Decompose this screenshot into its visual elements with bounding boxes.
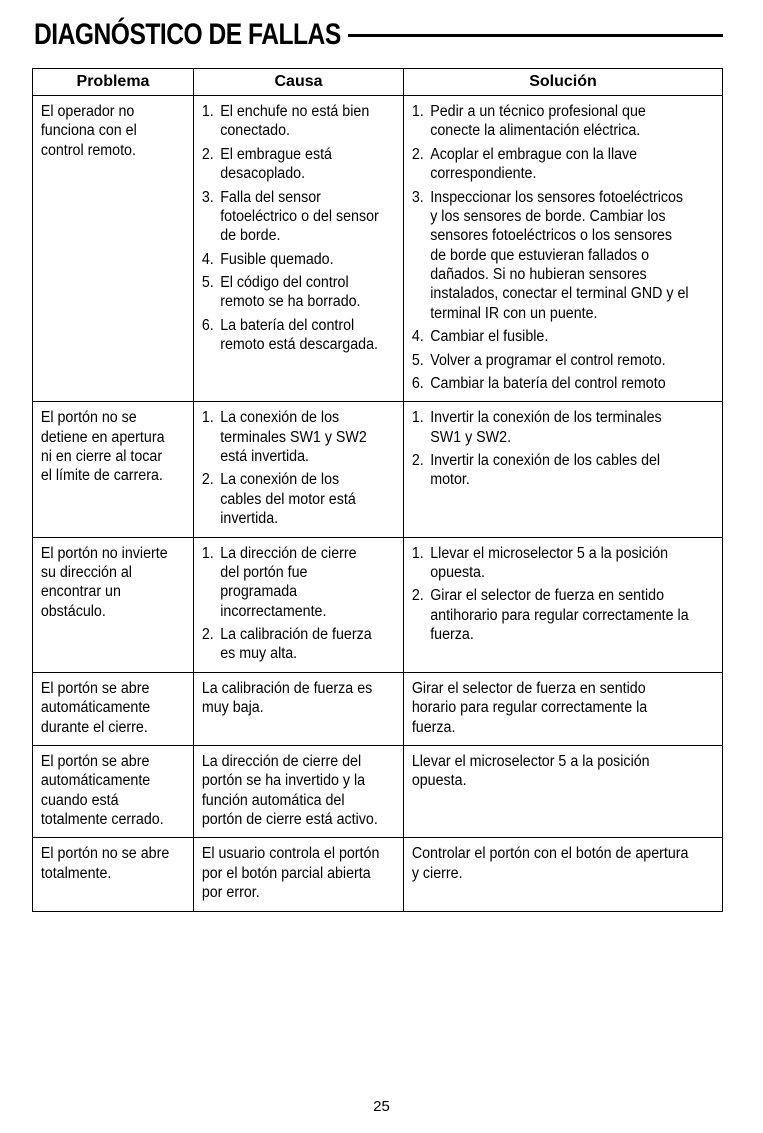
list-item: 2.La conexión de los cables del motor es…: [201, 470, 379, 528]
item-text: El código del control remoto se ha borra…: [220, 274, 360, 310]
list-item: 2.La calibración de fuerza es muy alta.: [201, 625, 379, 664]
cell-solution: Girar el selector de fuerza en sentido h…: [404, 672, 697, 745]
item-text: La conexión de los terminales SW1 y SW2 …: [220, 409, 367, 465]
problem-text: El portón no se detiene en apertura ni e…: [40, 408, 172, 486]
cause-text: La dirección de cierre del portón se ha …: [201, 752, 379, 830]
list-item: 1.La dirección de cierre del portón fue …: [201, 544, 379, 622]
problem-text: El portón no invierte su dirección al en…: [40, 544, 172, 622]
item-text: Cambiar la batería del control remoto: [430, 375, 665, 392]
list-item: 1.Pedir a un técnico profesional que con…: [411, 102, 689, 141]
cell-solution: Controlar el portón con el botón de aper…: [404, 838, 697, 911]
list-item: 6.La batería del control remoto está des…: [201, 316, 379, 355]
cell-problem: El portón no se detiene en apertura ni e…: [33, 402, 181, 537]
cell-cause: La dirección de cierre del portón se ha …: [194, 745, 387, 838]
item-text: Girar el selector de fuerza en sentido a…: [430, 587, 688, 643]
list-item: 2.El embrague está desacoplado.: [201, 145, 379, 184]
list-item: 2.Girar el selector de fuerza en sentido…: [411, 586, 689, 644]
item-text: Fusible quemado.: [220, 251, 333, 268]
list-item: 4.Fusible quemado.: [201, 250, 379, 269]
th-cause: Causa: [194, 69, 404, 96]
th-solution: Solución: [404, 69, 723, 96]
cell-solution: Llevar el microselector 5 a la posición …: [404, 745, 697, 838]
item-text: El embrague está desacoplado.: [220, 146, 332, 182]
list-item: 5.El código del control remoto se ha bor…: [201, 273, 379, 312]
heading-rule: [348, 34, 723, 37]
table-row: El portón no se abre totalmente. El usua…: [33, 838, 723, 911]
cell-cause: 1.El enchufe no está bien conectado. 2.E…: [194, 96, 387, 402]
heading-row: DIAGNÓSTICO DE FALLAS: [32, 18, 723, 52]
document-page: DIAGNÓSTICO DE FALLAS Problema Causa Sol…: [0, 0, 763, 1133]
cell-problem: El portón no se abre totalmente.: [33, 838, 181, 911]
problem-text: El operador no funciona con el control r…: [40, 102, 172, 160]
cell-problem: El operador no funciona con el control r…: [33, 96, 181, 402]
table-row: El portón no invierte su dirección al en…: [33, 537, 723, 672]
list-item: 3.Falla del sensor fotoeléctrico o del s…: [201, 188, 379, 246]
cell-problem: El portón se abre automáticamente durant…: [33, 672, 181, 745]
table-row: El portón se abre automáticamente durant…: [33, 672, 723, 745]
table-row: El portón se abre automáticamente cuando…: [33, 745, 723, 838]
solution-list: 1.Llevar el microselector 5 a la posició…: [411, 544, 689, 645]
item-text: Volver a programar el control remoto.: [430, 352, 665, 369]
item-text: Invertir la conexión de los terminales S…: [430, 409, 661, 445]
cell-cause: 1.La conexión de los terminales SW1 y SW…: [194, 402, 387, 537]
table-row: El portón no se detiene en apertura ni e…: [33, 402, 723, 537]
item-text: Invertir la conexión de los cables del m…: [430, 452, 660, 488]
item-text: La dirección de cierre del portón fue pr…: [220, 545, 356, 620]
item-text: El enchufe no está bien conectado.: [220, 103, 369, 139]
item-text: Falla del sensor fotoeléctrico o del sen…: [220, 189, 379, 245]
cell-cause: El usuario controla el portón por el bot…: [194, 838, 387, 911]
cause-text: La calibración de fuerza es muy baja.: [201, 679, 379, 718]
problem-text: El portón se abre automáticamente cuando…: [40, 752, 172, 830]
troubleshooting-table: Problema Causa Solución El operador no f…: [32, 68, 723, 912]
cell-solution: 1.Invertir la conexión de los terminales…: [404, 402, 697, 537]
th-problem: Problema: [33, 69, 194, 96]
cell-problem: El portón se abre automáticamente cuando…: [33, 745, 181, 838]
solution-list: 1.Invertir la conexión de los terminales…: [411, 408, 689, 490]
list-item: 4.Cambiar el fusible.: [411, 327, 689, 346]
item-text: Inspeccionar los sensores fotoeléctricos…: [430, 189, 688, 322]
item-text: Cambiar el fusible.: [430, 328, 548, 345]
cell-solution: 1.Pedir a un técnico profesional que con…: [404, 96, 697, 402]
list-item: 2.Acoplar el embrague con la llave corre…: [411, 145, 689, 184]
list-item: 3.Inspeccionar los sensores fotoeléctric…: [411, 188, 689, 324]
page-title: DIAGNÓSTICO DE FALLAS: [34, 18, 341, 52]
cause-list: 1.La conexión de los terminales SW1 y SW…: [201, 408, 379, 528]
solution-list: 1.Pedir a un técnico profesional que con…: [411, 102, 689, 393]
item-text: Acoplar el embrague con la llave corresp…: [430, 146, 637, 182]
list-item: 2.Invertir la conexión de los cables del…: [411, 451, 689, 490]
list-item: 5.Volver a programar el control remoto.: [411, 351, 689, 370]
item-text: La calibración de fuerza es muy alta.: [220, 626, 371, 662]
page-number: 25: [0, 1098, 763, 1115]
cell-solution: 1.Llevar el microselector 5 a la posició…: [404, 537, 697, 672]
item-text: Pedir a un técnico profesional que conec…: [430, 103, 646, 139]
cause-text: El usuario controla el portón por el bot…: [201, 844, 379, 902]
cell-cause: La calibración de fuerza es muy baja.: [194, 672, 387, 745]
cause-list: 1.La dirección de cierre del portón fue …: [201, 544, 379, 664]
table-header-row: Problema Causa Solución: [33, 69, 723, 96]
item-text: La conexión de los cables del motor está…: [220, 471, 356, 527]
problem-text: El portón se abre automáticamente durant…: [40, 679, 172, 737]
list-item: 1.La conexión de los terminales SW1 y SW…: [201, 408, 379, 466]
item-text: La batería del control remoto está desca…: [220, 317, 378, 353]
list-item: 1.Llevar el microselector 5 a la posició…: [411, 544, 689, 583]
list-item: 1.Invertir la conexión de los terminales…: [411, 408, 689, 447]
solution-text: Girar el selector de fuerza en sentido h…: [411, 679, 689, 737]
list-item: 6.Cambiar la batería del control remoto: [411, 374, 689, 393]
cause-list: 1.El enchufe no está bien conectado. 2.E…: [201, 102, 379, 355]
problem-text: El portón no se abre totalmente.: [40, 844, 172, 883]
solution-text: Controlar el portón con el botón de aper…: [411, 844, 689, 883]
item-text: Llevar el microselector 5 a la posición …: [430, 545, 668, 581]
list-item: 1.El enchufe no está bien conectado.: [201, 102, 379, 141]
cell-problem: El portón no invierte su dirección al en…: [33, 537, 181, 672]
cell-cause: 1.La dirección de cierre del portón fue …: [194, 537, 387, 672]
solution-text: Llevar el microselector 5 a la posición …: [411, 752, 689, 791]
table-row: El operador no funciona con el control r…: [33, 96, 723, 402]
